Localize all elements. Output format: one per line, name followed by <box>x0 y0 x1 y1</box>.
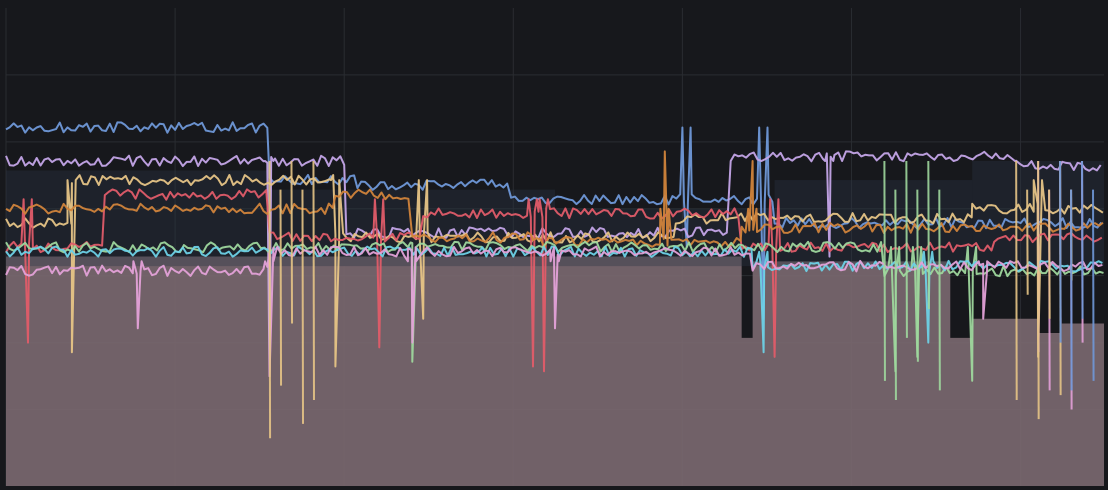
spike-4-2 <box>1081 160 1084 319</box>
spike-1-3 <box>916 189 919 362</box>
spike-4-1 <box>1070 189 1073 391</box>
series-lines-layer <box>5 121 1104 439</box>
spike-4-0 <box>1059 160 1062 343</box>
spike-1-1 <box>894 189 897 400</box>
spike-1-0 <box>883 160 886 381</box>
spike-0-3 <box>301 189 305 424</box>
spike-4-3 <box>1092 189 1095 381</box>
series-line-4 <box>5 150 1104 249</box>
spike-1-4 <box>927 160 930 310</box>
spike-0-2 <box>290 160 294 324</box>
spike-0-0 <box>268 160 272 439</box>
spike-3-2 <box>1037 160 1040 420</box>
series-line-5 <box>5 240 1104 382</box>
spike-1-5 <box>938 189 941 391</box>
spike-3-1 <box>1026 189 1029 295</box>
series-line-3 <box>5 188 1103 373</box>
series-line-1 <box>5 150 1102 378</box>
spike-1-2 <box>905 160 908 338</box>
spike-0-4 <box>312 160 315 400</box>
spike-0-1 <box>279 189 283 386</box>
spike-3-0 <box>1015 160 1018 400</box>
series-line-7 <box>5 245 1103 378</box>
spike-3-3 <box>1048 189 1051 319</box>
series-line-6 <box>5 245 1103 354</box>
